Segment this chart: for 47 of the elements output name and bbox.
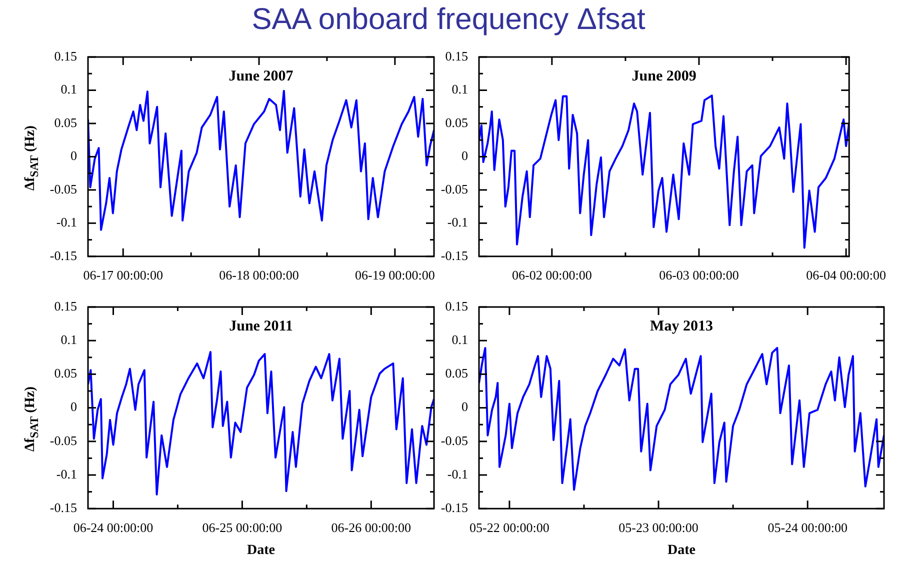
y-tick-label: 0.05 [445, 114, 468, 130]
y-tick-label: 0.1 [452, 82, 468, 97]
text: June 2009 [632, 68, 696, 84]
y-tick-label: -0.05 [50, 432, 77, 448]
x-tick-label: 06-03 00:00:00 [659, 268, 739, 283]
x-tick-label: 05-22 00:00:00 [470, 520, 550, 535]
y-tick-label: 0 [70, 148, 77, 164]
y-tick-label: 0.1 [60, 332, 77, 348]
y-tick-label: -0.15 [440, 500, 468, 516]
y-tick-label: -0.1 [56, 214, 77, 230]
y-tick-label: -0.15 [50, 500, 77, 516]
y-tick-label: 0 [462, 148, 468, 164]
y-tick-label: -0.1 [56, 466, 77, 482]
x-tick-label: 06-04 00:00:00 [806, 268, 886, 283]
text: May 2013 [650, 318, 713, 334]
y-tick-label: 0.05 [54, 366, 77, 381]
y-tick-label: -0.1 [447, 214, 468, 230]
x-tick-label: 05-24 00:00:00 [768, 520, 848, 535]
y-tick-label: 0.05 [445, 366, 468, 381]
y-tick-label: 0.15 [54, 298, 77, 314]
y-tick-label: 0 [70, 399, 77, 414]
x-axis-title: Date [668, 543, 696, 558]
y-tick-label: -0.15 [440, 248, 468, 263]
y-tick-label: -0.05 [50, 181, 77, 196]
y-tick-label: 0 [462, 399, 468, 414]
x-tick-label: 06-18 00:00:00 [219, 268, 299, 283]
x-tick-label: 06-02 00:00:00 [512, 268, 592, 283]
text: June 2007 [228, 68, 294, 84]
x-axis-title: Date [247, 543, 275, 558]
x-tick-label: 06-17 00:00:00 [83, 268, 164, 283]
y-tick-label: 0.15 [54, 48, 77, 64]
y-tick-label: -0.15 [50, 248, 77, 263]
y-tick-label: 0.15 [445, 298, 468, 314]
y-tick-label: 0.05 [54, 114, 77, 130]
x-tick-label: 05-23 00:00:00 [618, 520, 698, 535]
y-tick-label: 0.1 [60, 82, 77, 97]
y-tick-label: -0.05 [440, 432, 468, 448]
x-tick-label: 06-19 00:00:00 [355, 268, 435, 283]
text: June 2011 [229, 318, 293, 334]
y-tick-label: 0.1 [452, 332, 468, 348]
y-tick-label: -0.1 [447, 466, 468, 482]
x-tick-label: 06-24 00:00:00 [73, 520, 154, 535]
y-tick-label: -0.05 [440, 181, 468, 196]
x-tick-label: 06-25 00:00:00 [202, 520, 282, 535]
x-tick-label: 06-26 00:00:00 [331, 520, 412, 535]
text: SAA onboard frequency Δfsat [250, 2, 646, 38]
y-tick-label: 0.15 [445, 48, 468, 64]
